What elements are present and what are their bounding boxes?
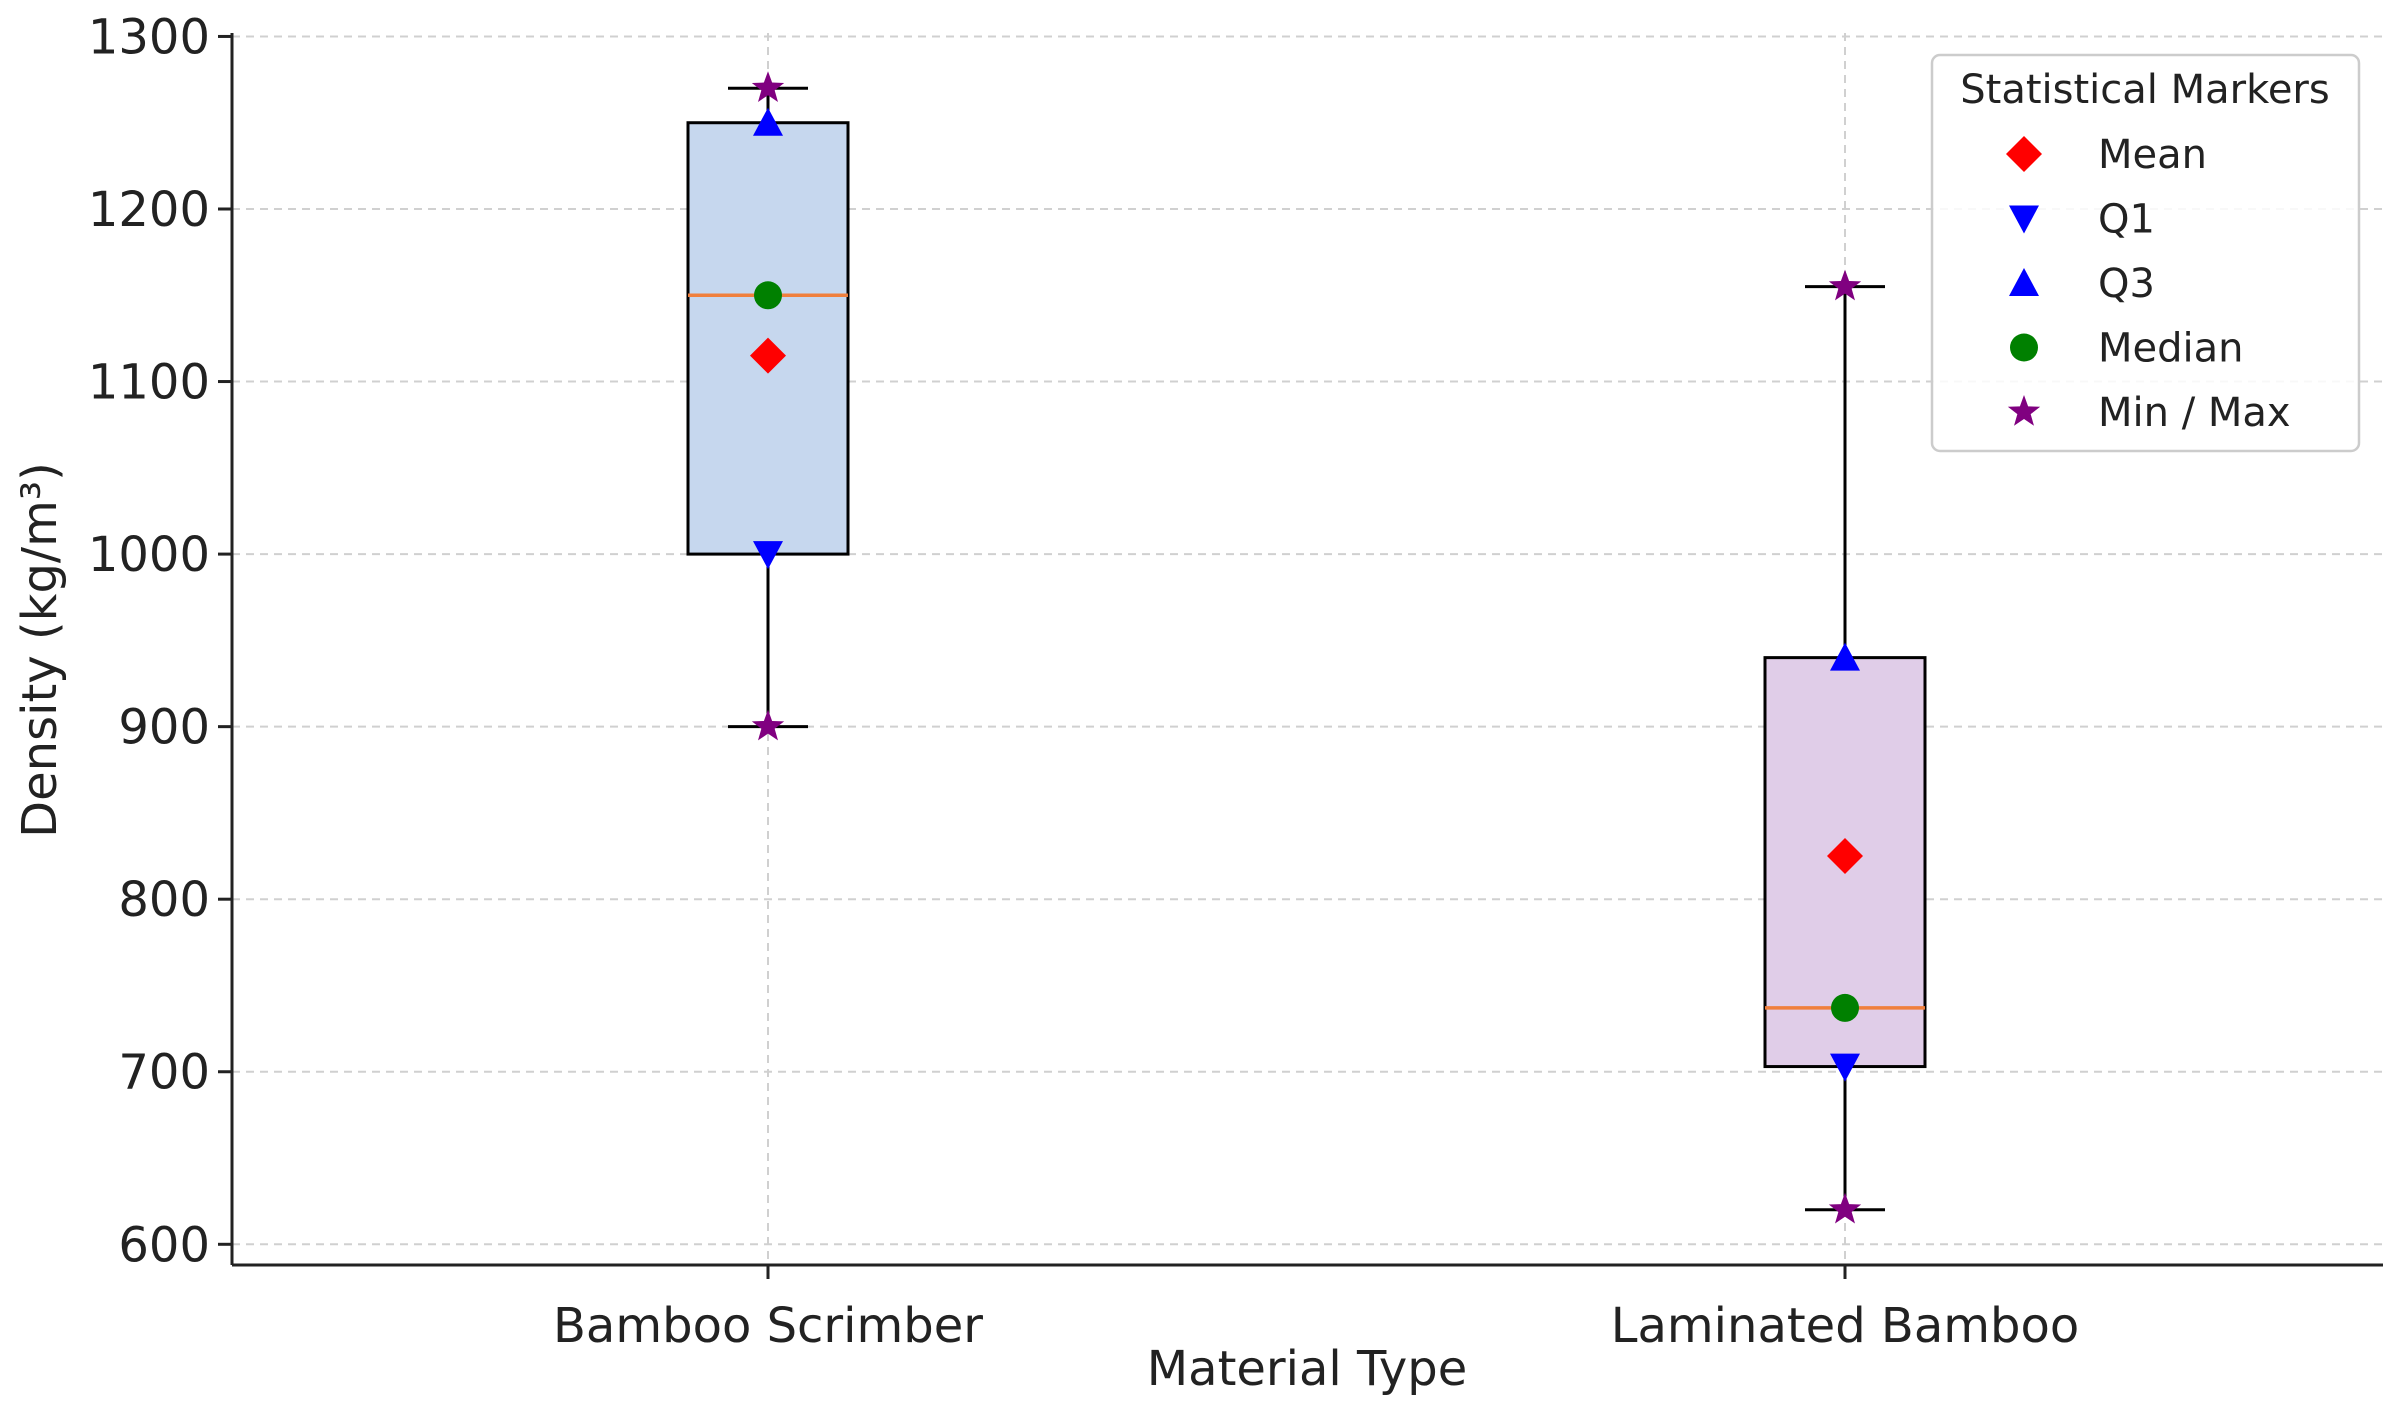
y-tick-label: 1300 <box>88 9 210 65</box>
legend-entries: Mean Q1 Q3 Median Min / Max <box>2006 132 2291 436</box>
legend-entry: Q1 <box>2009 197 2155 243</box>
box-group <box>686 71 850 741</box>
x-tick-label: Laminated Bamboo <box>1611 1298 2079 1354</box>
legend-entry: Mean <box>2006 132 2207 178</box>
y-tick-label: 1200 <box>88 182 210 238</box>
y-tick-label: 600 <box>118 1217 210 1273</box>
legend-entry: Min / Max <box>2007 390 2291 436</box>
mean-marker <box>750 337 786 374</box>
x-tick-label: Bamboo Scrimber <box>553 1298 983 1354</box>
legend-label: Median <box>2098 326 2244 372</box>
legend-label: Min / Max <box>2098 390 2291 436</box>
mean-marker <box>1827 838 1863 875</box>
median-marker <box>754 281 782 310</box>
axis-ticks: 600 700 800 900 1000 1100 1200 1300 Bamboo Scrim… <box>88 9 2079 1354</box>
axes <box>230 33 2383 1267</box>
legend-label: Q1 <box>2098 197 2155 243</box>
y-tick-label: 900 <box>118 700 210 756</box>
q1-marker <box>1830 1053 1860 1082</box>
min-marker <box>1828 1192 1862 1224</box>
legend-label: Q3 <box>2098 261 2155 307</box>
max-marker <box>751 71 785 102</box>
min-marker <box>751 709 785 741</box>
legend: Statistical Markers Mean Q1 Q3 Median Min / … <box>1930 53 2361 453</box>
q3-marker <box>1830 642 1860 671</box>
y-tick-label: 700 <box>118 1045 210 1101</box>
box-group <box>1763 269 1927 1224</box>
legend-star-icon <box>2007 395 2041 426</box>
y-tick-label: 1000 <box>88 527 210 583</box>
legend-entry: Median <box>2010 326 2244 372</box>
legend-label: Mean <box>2098 132 2207 178</box>
legend-triangle-up-icon <box>2009 268 2039 296</box>
q3-marker <box>753 107 783 136</box>
median-marker <box>1831 993 1859 1022</box>
y-tick-label: 800 <box>118 872 210 928</box>
legend-triangle-down-icon <box>2009 205 2039 234</box>
legend-circle-icon <box>2010 333 2038 362</box>
y-tick-label: 1100 <box>88 355 210 411</box>
legend-title: Statistical Markers <box>1960 67 2329 113</box>
box-plots <box>686 71 1927 1224</box>
y-axis-title: Density (kg/m³) <box>12 462 68 838</box>
legend-entry: Q3 <box>2009 261 2155 307</box>
q1-marker <box>753 541 783 570</box>
legend-diamond-icon <box>2006 136 2042 172</box>
max-marker <box>1828 269 1862 301</box>
x-axis-title: Material Type <box>1147 1341 1468 1397</box>
